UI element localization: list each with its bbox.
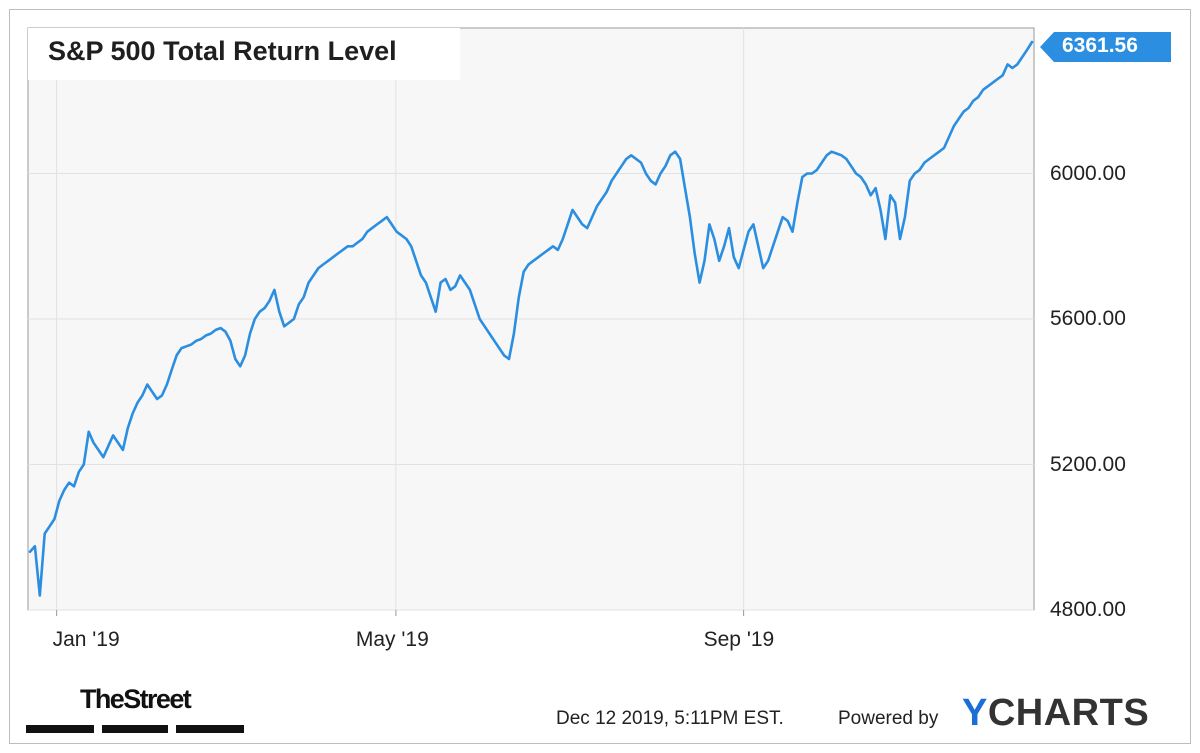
thestreet-logo: TheStreet xyxy=(80,684,192,714)
y-tick-label: 5600.00 xyxy=(1050,307,1126,330)
x-tick-label: May '19 xyxy=(355,628,429,651)
last-value-tag xyxy=(1040,32,1171,62)
series-line-sp500 xyxy=(28,40,1034,597)
ycharts-logo: YCHARTS xyxy=(962,692,1149,735)
y-tick-label: 6000.00 xyxy=(1050,161,1126,185)
thestreet-logo-bar xyxy=(102,725,168,733)
y-tick-label: 5200.00 xyxy=(1050,452,1126,476)
powered-by-text: Powered by xyxy=(838,708,939,729)
y-tick-label: 4800.00 xyxy=(1050,598,1126,621)
last-value-tag-shape xyxy=(1040,32,1171,62)
chart-title: S&P 500 Total Return Level xyxy=(48,36,397,66)
x-tick-label: Sep '19 xyxy=(703,628,775,651)
footer-timestamp: Dec 12 2019, 5:11PM EST. xyxy=(556,708,784,729)
last-value-label: 6361.56 xyxy=(1062,34,1138,57)
ycharts-logo-text: CHARTS xyxy=(987,692,1150,734)
ycharts-logo-y: Y xyxy=(962,692,988,734)
title-background xyxy=(28,28,460,80)
thestreet-logo-bar xyxy=(26,725,94,733)
thestreet-logo-bar xyxy=(176,725,244,733)
x-tick-label: Jan '19 xyxy=(52,628,120,651)
